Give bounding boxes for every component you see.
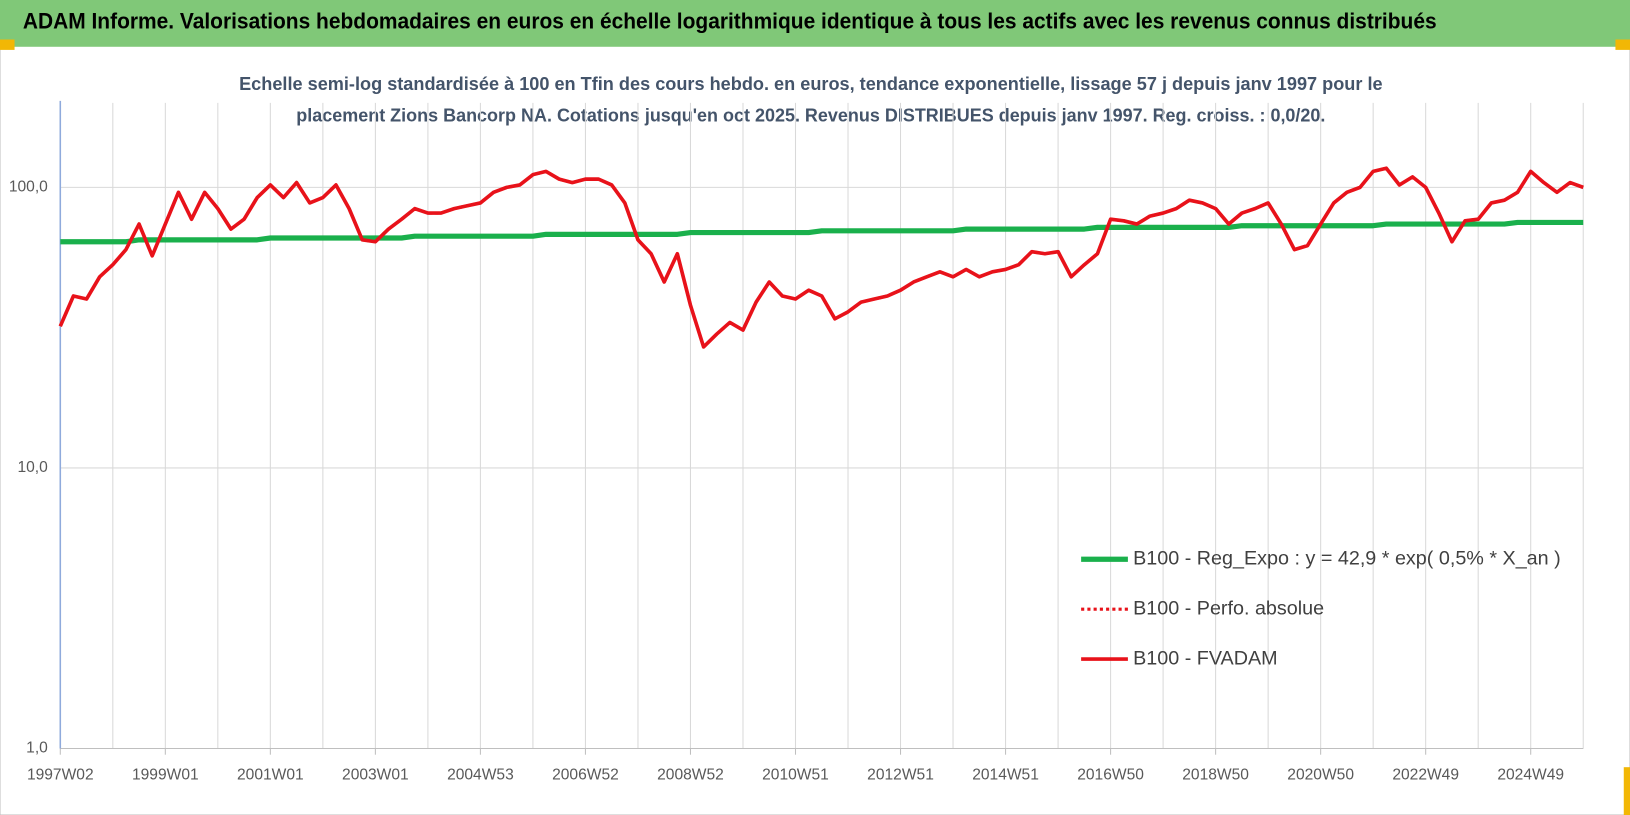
plot-area: 1,0 10,0 100,0 1997W02 1999W01 2001W01 2003W01… <box>9 100 1584 784</box>
x-tick-label: 2008W52 <box>657 767 724 784</box>
x-tick-label: 2010W51 <box>762 767 829 784</box>
x-tick-label: 1999W01 <box>132 767 199 784</box>
x-tick-label: 2016W50 <box>1077 767 1144 784</box>
corner-marker <box>1615 39 1630 50</box>
page-title: ADAM Informe. Valorisations hebdomadaire… <box>23 9 1437 34</box>
x-tick-label: 2004W53 <box>447 767 514 784</box>
x-tick-label: 2014W51 <box>972 767 1039 784</box>
y-tick-label: 1,0 <box>26 740 48 757</box>
legend-label: B100 - Perfo. absolue <box>1133 597 1324 619</box>
x-tick-label: 1997W02 <box>27 767 94 784</box>
chart-title: placement Zions Bancorp NA. Cotations ju… <box>296 104 1325 125</box>
x-tick-label: 2022W49 <box>1392 767 1459 784</box>
legend-label: B100 - Reg_Expo : y = 42,9 * exp( 0,5% *… <box>1133 547 1561 569</box>
corner-marker <box>1623 767 1630 815</box>
y-tick-label: 10,0 <box>17 459 48 476</box>
line-series <box>58 166 1584 349</box>
chart-title: Echelle semi-log standardisée à 100 en T… <box>239 73 1382 94</box>
x-tick-label: 2018W50 <box>1182 767 1249 784</box>
corner-marker <box>0 39 15 50</box>
x-tick-label: 2012W51 <box>867 767 934 784</box>
line-series <box>60 219 1584 245</box>
y-tick-label: 100,0 <box>9 178 48 195</box>
header-bar <box>0 0 1630 47</box>
x-tick-label: 2024W49 <box>1497 767 1564 784</box>
x-tick-label: 2001W01 <box>237 767 304 784</box>
legend-label: B100 - FVADAM <box>1133 647 1278 669</box>
x-tick-label: 2020W50 <box>1287 767 1354 784</box>
x-tick-label: 2003W01 <box>342 767 409 784</box>
x-tick-label: 2006W52 <box>552 767 619 784</box>
